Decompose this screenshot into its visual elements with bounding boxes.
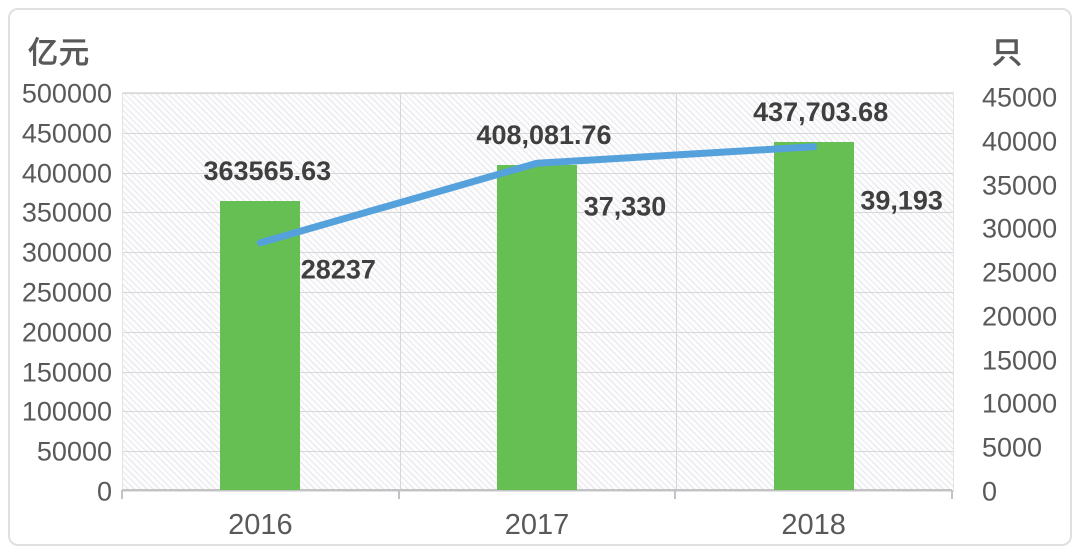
line-value-label: 39,193 [860,185,943,216]
left-axis-title: 亿元 [28,37,90,70]
gridline-horizontal [123,93,953,94]
left-axis-tick-label: 0 [96,476,112,507]
left-axis-tick-label: 50000 [36,436,112,467]
right-axis-tick-label: 35000 [982,170,1058,201]
x-axis-tick-mark [951,490,953,499]
line-value-label: 37,330 [583,191,667,222]
bar-value-label: 363565.63 [203,155,332,186]
bar-value-label: 408,081.76 [476,120,612,151]
line-value-label: 28237 [300,254,376,285]
gridline-vertical [399,93,401,491]
left-axis-tick-label: 400000 [21,158,112,189]
left-axis-tick-label: 150000 [21,357,112,388]
x-axis-tick-mark [121,490,123,499]
left-axis-tick-label: 500000 [21,78,112,109]
right-axis-tick-label: 40000 [982,126,1058,157]
right-axis-tick-label: 10000 [982,388,1058,419]
bar-value-label: 437,703.68 [753,96,889,127]
left-axis-tick-label: 450000 [21,118,112,149]
bar-2016 [220,200,301,490]
right-axis-tick-label: 45000 [982,82,1058,113]
right-axis-tick-label: 30000 [982,213,1058,244]
gridline-horizontal [123,132,953,134]
left-axis-tick-label: 200000 [21,317,112,348]
left-axis-tick-label: 100000 [21,396,112,427]
bar-2017 [497,165,577,490]
x-axis-tick-mark [674,490,677,499]
gridline-vertical [676,93,678,491]
right-axis-tick-label: 5000 [982,432,1043,463]
right-axis-tick-label: 20000 [982,301,1058,332]
x-axis-tick-label: 2018 [781,509,846,541]
bar-2018 [773,141,854,490]
x-axis-tick-mark [397,490,400,499]
x-axis-line [122,489,952,491]
right-axis-tick-label: 0 [982,476,998,507]
right-axis-title: 只 [992,37,1023,70]
right-axis-tick-label: 15000 [982,345,1058,376]
left-axis-tick-label: 350000 [21,197,112,228]
left-axis-tick-label: 300000 [21,237,112,268]
x-axis-tick-label: 2016 [228,509,293,541]
right-axis-tick-label: 25000 [982,257,1058,288]
left-axis-tick-label: 250000 [21,277,112,308]
x-axis-tick-label: 2017 [504,509,570,541]
